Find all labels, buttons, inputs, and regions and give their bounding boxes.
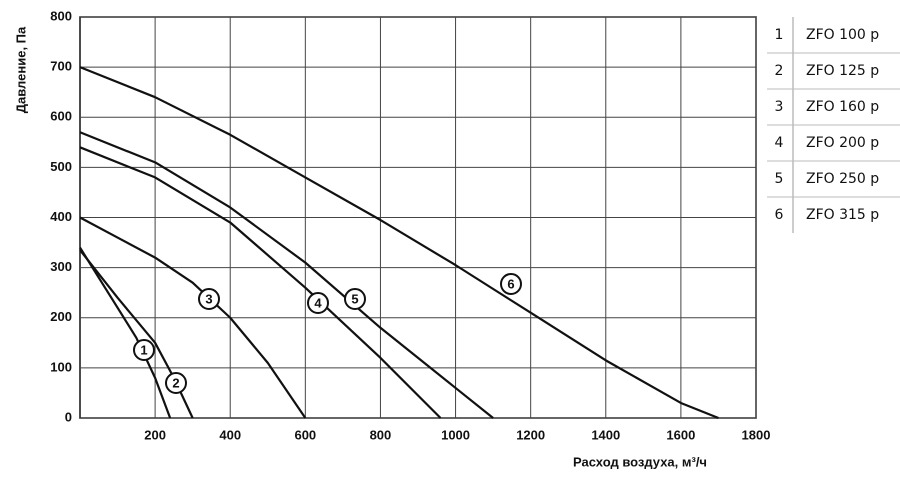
table-model: ZFO 125 p	[806, 63, 879, 79]
y-tick-label: 600	[50, 109, 72, 124]
curve-label: 1	[140, 342, 147, 357]
table-number: 5	[775, 171, 784, 187]
curve	[79, 131, 494, 419]
curve-label: 6	[507, 276, 514, 291]
curve-label-circle	[165, 372, 187, 394]
y-tick-label: 100	[50, 359, 72, 374]
curve-label-circle	[133, 339, 155, 361]
x-tick-label: 1400	[591, 427, 620, 442]
table-number: 4	[775, 135, 784, 151]
x-tick-label: 1200	[516, 427, 545, 442]
y-tick-label: 400	[50, 209, 72, 224]
table-model: ZFO 100 p	[806, 27, 879, 43]
curve	[79, 246, 172, 419]
curve	[79, 66, 719, 420]
curve	[79, 216, 307, 419]
curve-label-circle	[500, 273, 522, 295]
x-tick-label: 1800	[742, 427, 771, 442]
curve-label: 4	[314, 295, 322, 310]
curve-label: 5	[351, 291, 358, 306]
curve-label: 2	[172, 375, 179, 390]
x-tick-label: 400	[219, 427, 241, 442]
curve	[79, 146, 442, 419]
y-tick-label: 0	[65, 409, 72, 424]
x-tick-label: 600	[294, 427, 316, 442]
curve-label-circle	[344, 288, 366, 310]
x-tick-label: 1000	[441, 427, 470, 442]
table-number: 1	[775, 27, 784, 43]
x-axis-title: Расход воздуха, м³/ч	[573, 454, 707, 469]
y-tick-label: 500	[50, 159, 72, 174]
x-tick-label: 200	[144, 427, 166, 442]
curve-label-circle	[307, 292, 329, 314]
table-model: ZFO 200 p	[806, 135, 879, 151]
table-model: ZFO 250 p	[806, 171, 879, 187]
table-number: 3	[775, 99, 784, 115]
y-axis-title: Давление, Па	[13, 26, 28, 113]
y-tick-label: 800	[50, 8, 72, 23]
table-number: 6	[775, 207, 784, 223]
table-number: 2	[775, 63, 784, 79]
x-tick-label: 800	[370, 427, 392, 442]
curve-label: 3	[205, 291, 212, 306]
x-tick-label: 1600	[666, 427, 695, 442]
table-model: ZFO 315 p	[806, 207, 879, 223]
y-tick-label: 300	[50, 259, 72, 274]
y-tick-label: 700	[50, 59, 72, 74]
y-tick-label: 200	[50, 309, 72, 324]
table-model: ZFO 160 p	[806, 99, 879, 115]
curve-label-circle	[198, 288, 220, 310]
